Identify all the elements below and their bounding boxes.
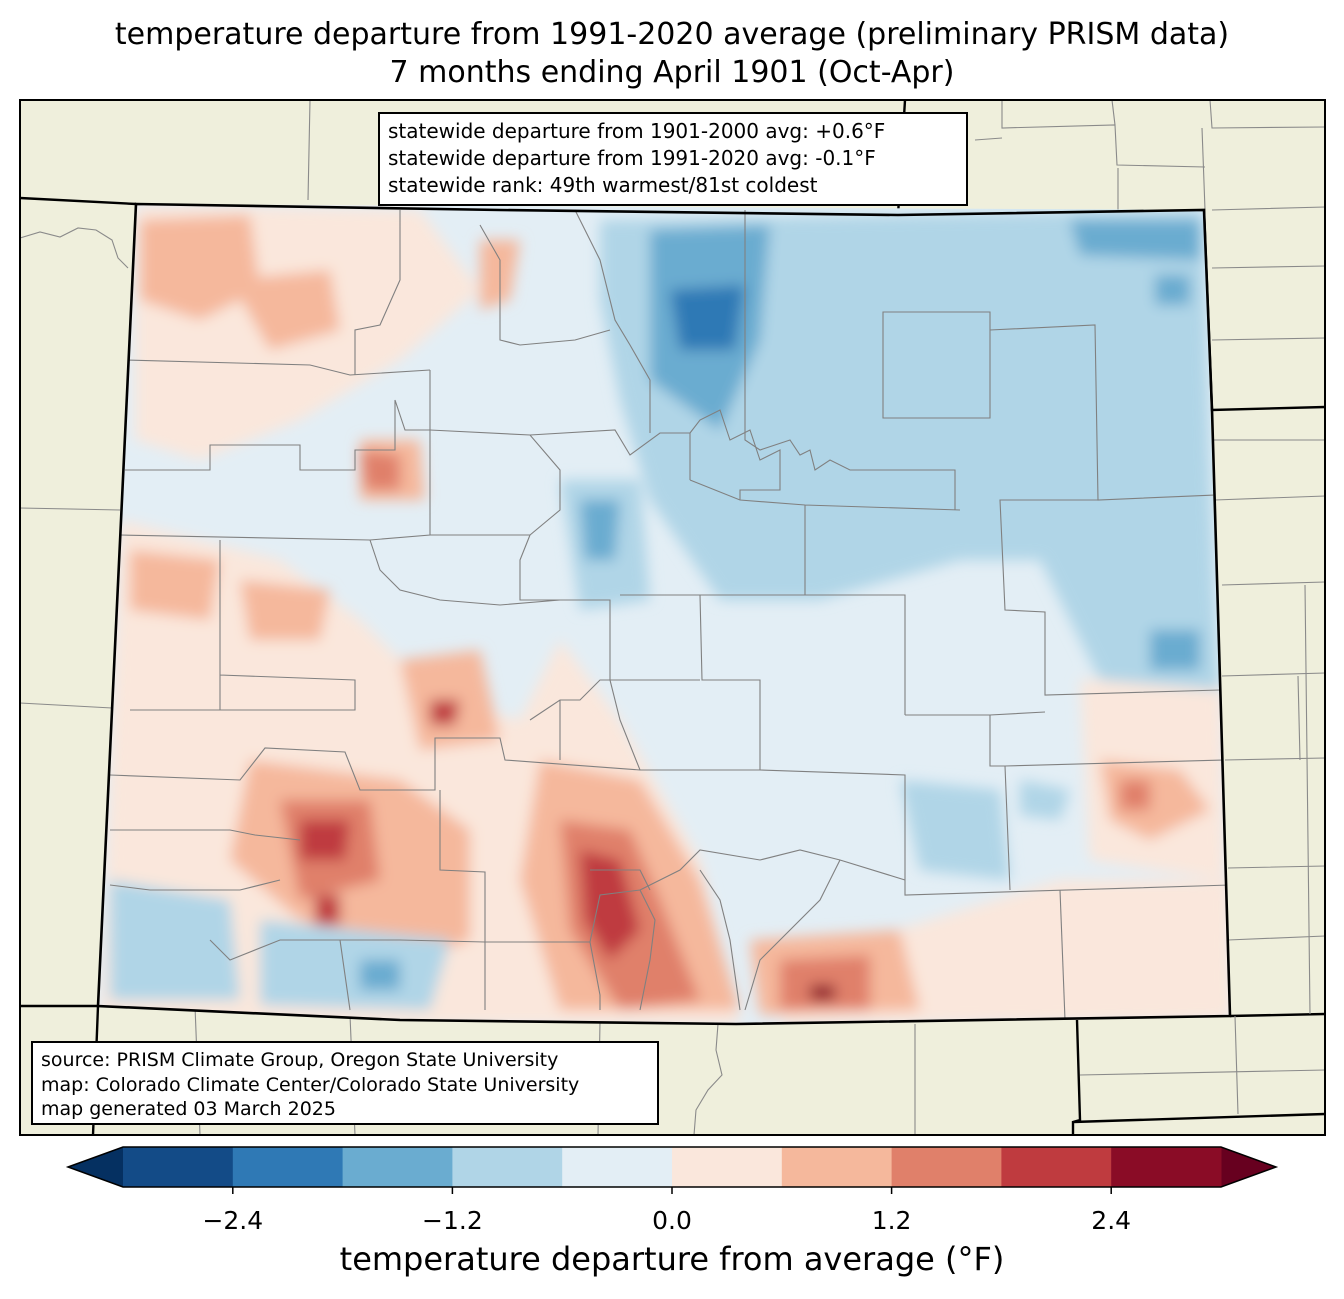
colorbar-bin-1 — [232, 1147, 344, 1187]
colorbar-tick-label: 2.4 — [1091, 1206, 1132, 1235]
colorbar-outline — [65, 1146, 1279, 1188]
statewide-stats-box: statewide departure from 1901-2000 avg: … — [378, 112, 968, 206]
colorbar-tick-label: 1.2 — [871, 1206, 912, 1235]
source-credit-box: source: PRISM Climate Group, Oregon Stat… — [31, 1041, 659, 1125]
colorbar-bin-4 — [562, 1147, 673, 1187]
colorbar-bin-3 — [452, 1147, 563, 1187]
colorbar — [65, 1146, 1279, 1194]
stats-rank: statewide rank: 49th warmest/81st coldes… — [388, 173, 818, 197]
colorbar-bin-8 — [1001, 1147, 1112, 1187]
colorbar-bin-9 — [1111, 1147, 1222, 1187]
colorbar-over-arrow — [1221, 1147, 1276, 1187]
colorbar-tick-label: −1.2 — [422, 1206, 483, 1235]
colorbar-bin-7 — [891, 1147, 1002, 1187]
map-title-line2: 7 months ending April 1901 (Oct-Apr) — [389, 55, 955, 90]
map-title-line1: temperature departure from 1991-2020 ave… — [114, 17, 1230, 52]
colorbar-tick-label: −2.4 — [202, 1206, 264, 1235]
source-line: source: PRISM Climate Group, Oregon Stat… — [41, 1049, 559, 1071]
map-credit-line: map: Colorado Climate Center/Colorado St… — [41, 1073, 580, 1096]
stats-departure-1991-2020: statewide departure from 1991-2020 avg: … — [388, 146, 876, 170]
colorado-county-lines — [109, 209, 1230, 1021]
temperature-departure-field — [98, 204, 1230, 1024]
map-frame — [19, 99, 1326, 1136]
generated-date-line: map generated 03 March 2025 — [41, 1098, 336, 1120]
colorbar-bin-0 — [123, 1147, 234, 1187]
colorbar-tick-label: 0.0 — [652, 1206, 692, 1235]
stats-departure-1901-2000: statewide departure from 1901-2000 avg: … — [388, 119, 886, 143]
colorbar-label: temperature departure from average (°F) — [339, 1240, 1005, 1278]
colorbar-bin-2 — [342, 1147, 453, 1187]
colorado-border — [96, 202, 1232, 1026]
colorbar-under-arrow — [68, 1147, 123, 1187]
colorbar-bin-5 — [672, 1147, 783, 1187]
colorbar-bin-6 — [781, 1147, 893, 1187]
